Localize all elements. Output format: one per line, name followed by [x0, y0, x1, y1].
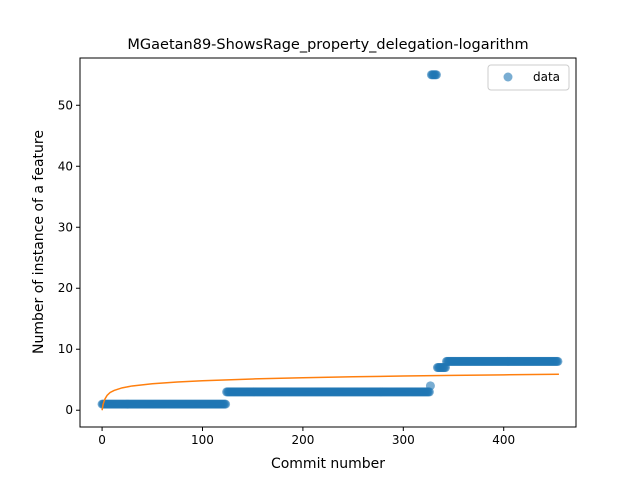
y-axis-ticks: 0 10 20 30 40 50	[58, 98, 80, 417]
x-tick-label: 200	[291, 433, 314, 447]
y-tick-label: 30	[58, 220, 73, 234]
x-axis-ticks: 0 100 200 300 400	[98, 427, 515, 447]
data-point	[425, 381, 435, 391]
scatter-layer	[97, 70, 563, 409]
legend-box	[487, 64, 570, 91]
plot-frame	[79, 57, 577, 428]
x-tick-label: 100	[191, 433, 214, 447]
fit-line-layer	[101, 373, 559, 411]
x-tick-label: 400	[492, 433, 515, 447]
y-tick-label: 40	[58, 159, 73, 173]
x-axis-label: Commit number	[271, 456, 385, 472]
x-tick-label: 0	[98, 433, 106, 447]
y-tick-label: 10	[58, 342, 73, 356]
y-axis-label: Number of instance of a feature	[31, 130, 47, 354]
fit-line	[101, 373, 559, 411]
legend-marker-data	[503, 72, 513, 82]
legend: data	[487, 64, 570, 91]
y-tick-label: 50	[58, 98, 73, 112]
data-point	[553, 356, 563, 366]
data-point	[221, 399, 231, 409]
plot-area	[80, 58, 576, 427]
legend-label-data: data	[533, 70, 560, 84]
y-tick-label: 20	[58, 281, 73, 295]
data-point	[431, 70, 441, 80]
chart-title: MGaetan89-ShowsRage_property_delegation-…	[127, 37, 528, 53]
x-tick-label: 300	[392, 433, 415, 447]
y-tick-label: 0	[65, 403, 73, 417]
